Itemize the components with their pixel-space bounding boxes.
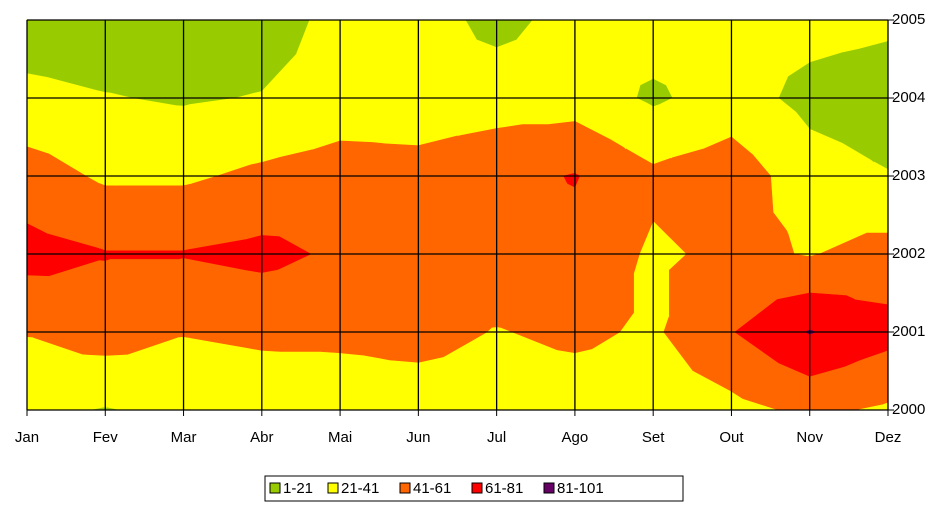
x-tick-label: Dez: [875, 429, 902, 446]
y-tick-label: 2001: [892, 323, 925, 340]
legend: 1-21 21-41 41-61 61-81 81-101: [269, 480, 604, 497]
legend-swatch: [399, 482, 411, 494]
legend-swatch: [543, 482, 555, 494]
y-tick-label: 2000: [892, 401, 925, 418]
axes: Jan Fev Mar Abr Mai Jun Jul Ago Set Out Nov Dez 2000…: [15, 11, 925, 446]
legend-swatch: [327, 482, 339, 494]
legend-label: 21-41: [341, 480, 379, 497]
contour-band: [669, 269, 693, 317]
x-tick-label: Jul: [487, 429, 506, 446]
y-tick-label: 2003: [892, 167, 925, 184]
legend-label: 81-101: [557, 480, 604, 497]
x-tick-label: Jan: [15, 429, 39, 446]
legend-swatch: [269, 482, 281, 494]
x-tick-label: Jun: [406, 429, 430, 446]
contour-band: [104, 175, 185, 187]
x-tick-label: Out: [719, 429, 744, 446]
x-tick-label: Mar: [171, 429, 197, 446]
y-tick-label: 2002: [892, 245, 925, 262]
y-tick-label: 2004: [892, 89, 925, 106]
x-tick-label: Ago: [562, 429, 589, 446]
x-tick-label: Set: [642, 429, 665, 446]
y-tick-label: 2005: [892, 11, 925, 28]
legend-label: 1-21: [283, 480, 313, 497]
contour-fills: [26, 19, 889, 411]
x-tick-label: Mai: [328, 429, 352, 446]
legend-label: 61-81: [485, 480, 523, 497]
x-tick-label: Nov: [796, 429, 823, 446]
x-tick-label: Abr: [250, 429, 273, 446]
legend-label: 41-61: [413, 480, 451, 497]
x-tick-label: Fev: [93, 429, 119, 446]
contour-band: [104, 253, 185, 260]
legend-swatch: [471, 482, 483, 494]
